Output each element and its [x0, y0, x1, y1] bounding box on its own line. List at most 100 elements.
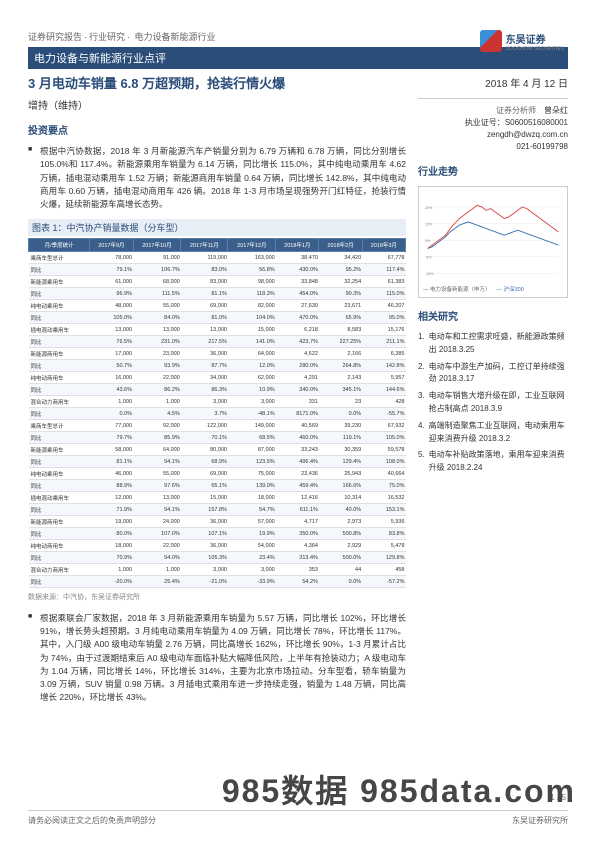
- table-cell: -33.9%: [228, 576, 276, 588]
- table-cell: 22,000: [133, 372, 181, 384]
- table-cell: 5,936: [362, 516, 405, 528]
- svg-text:-15%: -15%: [425, 272, 434, 276]
- table-cell: 217.5%: [181, 336, 228, 348]
- table-cell: 153.1%: [362, 504, 405, 516]
- table-cell: 36,000: [181, 516, 228, 528]
- related-item: 3.电动车销售大增升级在即，工业互联网抢占制高点 2018.3.9: [418, 390, 568, 416]
- table-cell: 500.0%: [319, 552, 362, 564]
- table-cell: 79.1%: [90, 264, 133, 276]
- table-cell: 19.9%: [228, 528, 276, 540]
- table-cell: 混合动力商用车: [29, 396, 90, 408]
- table-cell: 87,000: [228, 444, 276, 456]
- table-cell: 166.6%: [319, 480, 362, 492]
- table-cell: 18,000: [228, 492, 276, 504]
- table-row: 混合动力商用车1,0001,0003,0003,00033123428: [29, 396, 406, 408]
- table-cell: 430.0%: [276, 264, 319, 276]
- table-cell: 454.0%: [276, 288, 319, 300]
- table-cell: 0.0%: [319, 408, 362, 420]
- table-cell: 90.3%: [319, 288, 362, 300]
- table-cell: 36,000: [181, 540, 228, 552]
- table-cell: 同比: [29, 480, 90, 492]
- table-cell: 458: [362, 564, 405, 576]
- table-cell: 33,243: [276, 444, 319, 456]
- table-cell: 83,000: [181, 276, 228, 288]
- table-source: 数据来源：中汽协，东吴证券研究所: [28, 592, 406, 602]
- table-row: 同比80.0%107.0%107.1%19.9%350.0%500.8%83.8…: [29, 528, 406, 540]
- table-cell: 2,143: [319, 372, 362, 384]
- table-cell: 81.1%: [90, 456, 133, 468]
- related-item: 4.高端制造聚焦工业互联网，电动乘用车迎来消费升级 2018.3.2: [418, 420, 568, 446]
- table-header-cell: 2018年3月: [362, 239, 405, 252]
- table-cell: 同比: [29, 288, 90, 300]
- table-cell: 61,000: [90, 276, 133, 288]
- table-cell: 39,230: [319, 420, 362, 432]
- table-cell: 470.0%: [276, 312, 319, 324]
- table-cell: 68.5%: [228, 432, 276, 444]
- table-cell: 423.7%: [276, 336, 319, 348]
- table-cell: 25.4%: [133, 576, 181, 588]
- table-row: 同比96.9%111.5%81.1%118.3%454.0%90.3%115.0…: [29, 288, 406, 300]
- table-cell: 129.4%: [319, 456, 362, 468]
- table-cell: 22,000: [133, 540, 181, 552]
- table-cell: 同比: [29, 408, 90, 420]
- table-cell: 70.9%: [90, 552, 133, 564]
- table-cell: 107.0%: [133, 528, 181, 540]
- table-cell: 142.8%: [362, 360, 405, 372]
- paragraph-2: 根据乘联会厂家数据，2018 年 3 月新能源乘用车销量为 5.57 万辆，同比…: [28, 612, 406, 704]
- table-row: 同比0.0%4.5%3.7%-48.1%8171.0%0.0%-55.7%: [29, 408, 406, 420]
- table-row: 新能源商用车17,00023,00036,00064,0004,6222,166…: [29, 348, 406, 360]
- table-cell: 8171.0%: [276, 408, 319, 420]
- table-cell: 340.0%: [276, 384, 319, 396]
- table-cell: 85.9%: [133, 432, 181, 444]
- table-header-cell: 2017年10月: [133, 239, 181, 252]
- table-cell: 4,364: [276, 540, 319, 552]
- table-cell: 350.0%: [276, 528, 319, 540]
- table-header-cell: 2018年1月: [276, 239, 319, 252]
- table-cell: 同比: [29, 576, 90, 588]
- table-cell: 30,359: [319, 444, 362, 456]
- table-cell: 76.5%: [90, 336, 133, 348]
- table-cell: 115.0%: [362, 288, 405, 300]
- table-cell: 3,000: [181, 396, 228, 408]
- table-cell: 86.3%: [181, 384, 228, 396]
- table-cell: 81.0%: [181, 312, 228, 324]
- table-cell: 混合动力商用车: [29, 564, 90, 576]
- table-cell: 12,000: [90, 492, 133, 504]
- table-row: 混合动力商用车1,0001,0003,0003,00035344458: [29, 564, 406, 576]
- table-cell: 86.2%: [133, 384, 181, 396]
- table-cell: 122,000: [181, 420, 228, 432]
- table-cell: 1,000: [133, 396, 181, 408]
- table-row: 同比79.1%106.7%83.0%56.8%430.0%95.2%117.4%: [29, 264, 406, 276]
- table-cell: 79.7%: [90, 432, 133, 444]
- table-cell: 80,000: [181, 444, 228, 456]
- table-cell: 95.0%: [362, 312, 405, 324]
- table-cell: 新能源乘用车: [29, 276, 90, 288]
- trend-chart-box: -15%-5%5%15%25% — 电力设备新能源（申万） — 沪深300: [418, 186, 568, 298]
- table-cell: 55,000: [133, 300, 181, 312]
- table-cell: 107.1%: [181, 528, 228, 540]
- table-cell: 58,000: [90, 444, 133, 456]
- table-cell: 10.9%: [228, 384, 276, 396]
- table-cell: 119,000: [181, 252, 228, 264]
- svg-text:5%: 5%: [425, 239, 431, 243]
- table-cell: 24,000: [133, 516, 181, 528]
- table-cell: 40.0%: [319, 504, 362, 516]
- table-cell: 69,000: [181, 468, 228, 480]
- table-cell: 95.2%: [319, 264, 362, 276]
- table-cell: 乘商车型总计: [29, 252, 90, 264]
- table-cell: 4,717: [276, 516, 319, 528]
- table-cell: 33,848: [276, 276, 319, 288]
- table-cell: 98,000: [228, 276, 276, 288]
- table-cell: 65.9%: [319, 312, 362, 324]
- table-cell: 264.8%: [319, 360, 362, 372]
- rating: 增持（维持）: [28, 97, 406, 112]
- table-cell: -57.2%: [362, 576, 405, 588]
- table-cell: 93.9%: [133, 360, 181, 372]
- table-row: 乘商车型总计77,00092,000122,000149,00040,56939…: [29, 420, 406, 432]
- table-cell: 54,000: [228, 540, 276, 552]
- svg-text:15%: 15%: [425, 222, 433, 226]
- table-cell: 65.1%: [181, 480, 228, 492]
- table-cell: 4,291: [276, 372, 319, 384]
- table-cell: 同比: [29, 360, 90, 372]
- table-cell: 94.1%: [133, 504, 181, 516]
